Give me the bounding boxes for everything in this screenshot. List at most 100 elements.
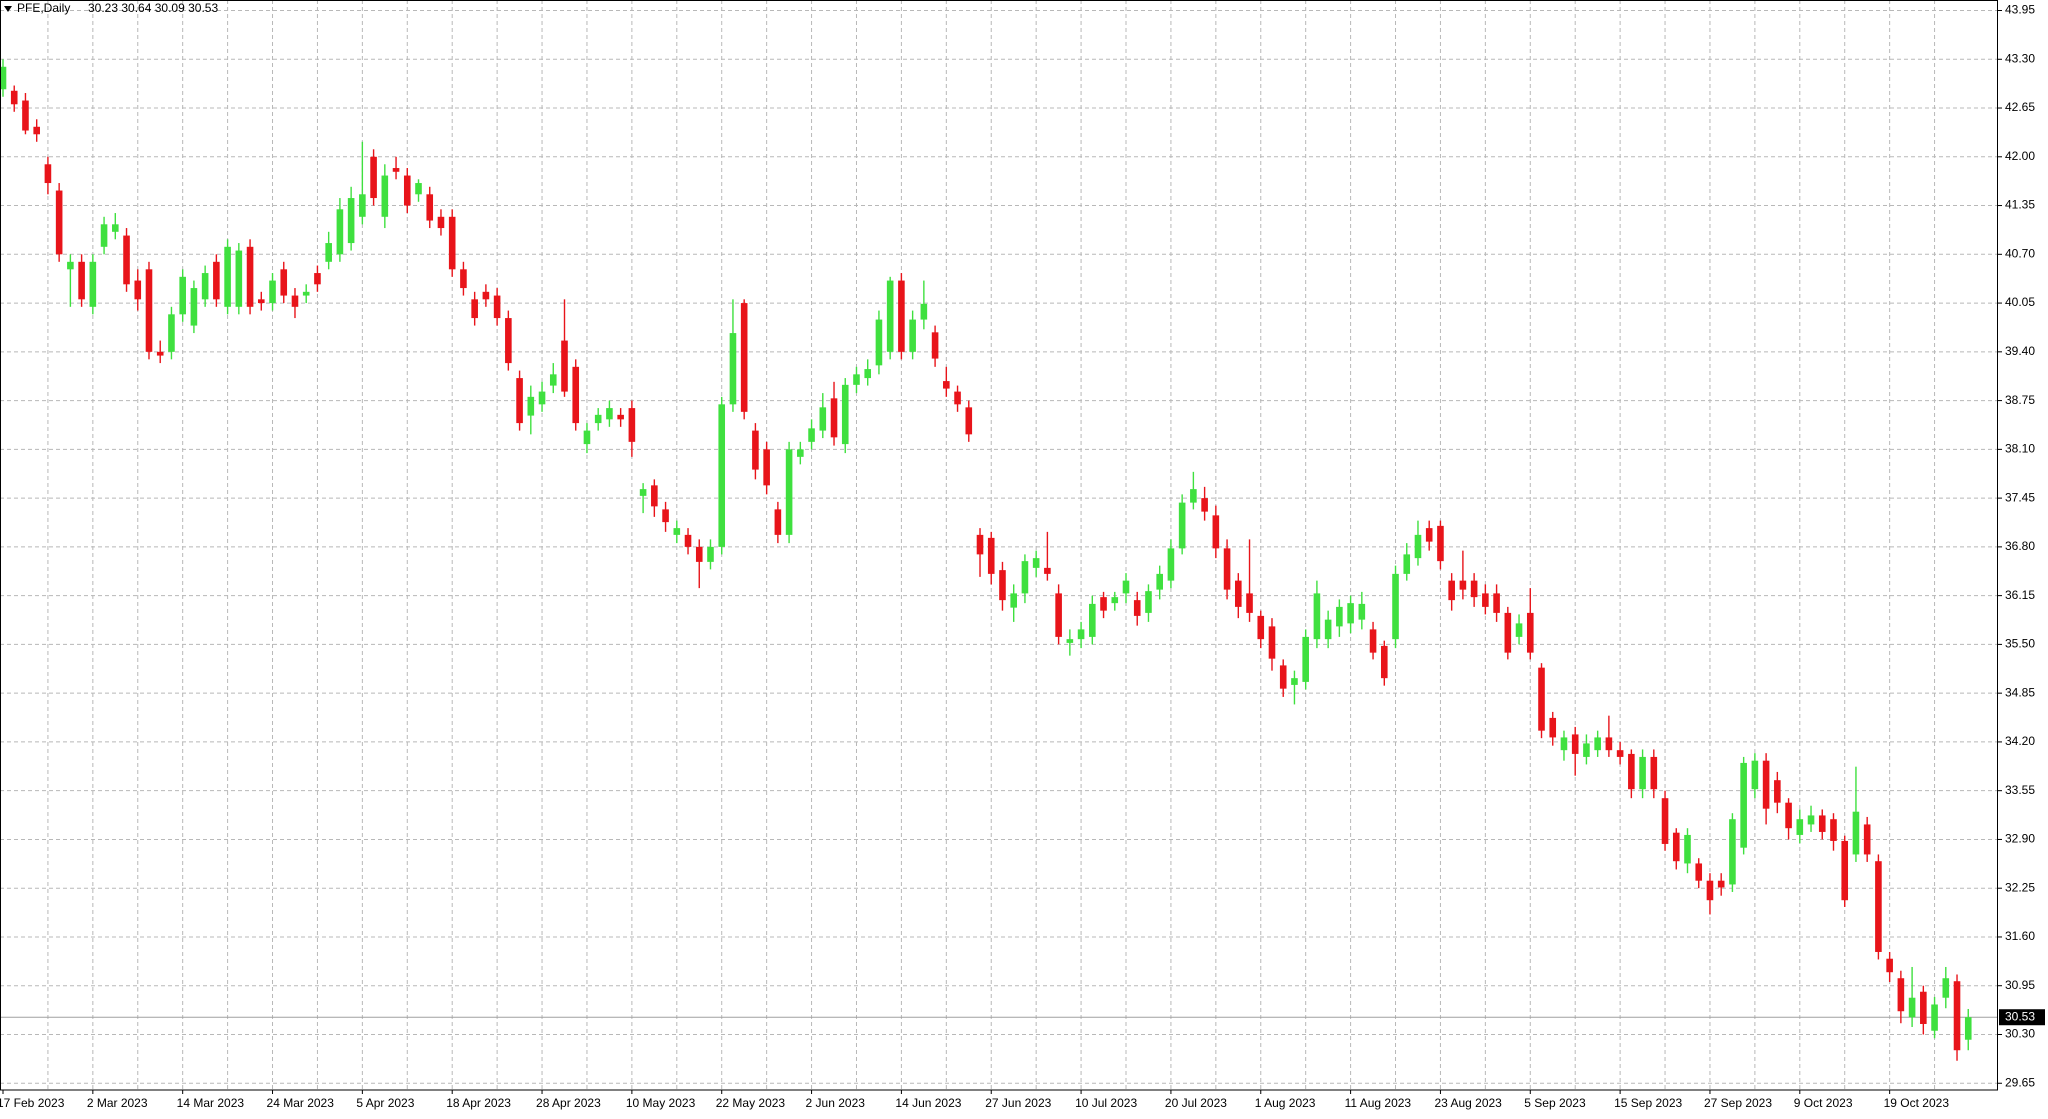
candle-body — [1448, 580, 1455, 601]
candle-body — [55, 190, 63, 255]
candle-body — [415, 183, 422, 195]
candle-body — [1818, 815, 1826, 832]
candle-body — [1650, 756, 1658, 790]
candle-body — [1358, 603, 1366, 620]
candle-body — [179, 276, 186, 315]
y-tick-label: 30.95 — [2005, 978, 2035, 992]
candle-body — [1302, 636, 1309, 682]
candle-body — [684, 534, 692, 547]
candle-body — [999, 570, 1006, 601]
y-tick-label: 42.65 — [2005, 100, 2035, 114]
y-tick-label: 40.70 — [2005, 246, 2035, 260]
candle-body — [752, 430, 759, 470]
candle-body — [864, 369, 872, 379]
candle-body — [1762, 760, 1770, 809]
candle-body — [1100, 597, 1107, 611]
x-tick-label: 28 Apr 2023 — [536, 1096, 601, 1110]
candle-body — [965, 407, 973, 435]
candle-body — [1549, 717, 1557, 738]
menu-icon[interactable] — [4, 6, 12, 12]
candle-body — [134, 280, 142, 300]
candle-body — [1785, 802, 1792, 829]
candle-body — [1021, 561, 1029, 594]
candle-body — [1942, 978, 1950, 998]
candle-body — [875, 319, 883, 366]
candle-body — [1032, 558, 1040, 568]
y-tick-label: 32.25 — [2005, 880, 2035, 894]
candle-body — [853, 374, 860, 385]
x-tick-label: 11 Aug 2023 — [1345, 1096, 1412, 1110]
candle-body — [1380, 645, 1388, 679]
candle-body — [516, 378, 523, 424]
candle-body — [1392, 573, 1399, 640]
candle-body — [1863, 824, 1871, 855]
candle-body — [201, 273, 209, 300]
candle-body — [729, 333, 737, 405]
candle-body — [1459, 580, 1467, 590]
candle-body — [1044, 567, 1051, 574]
candle-body — [1594, 737, 1601, 751]
candle-body — [482, 291, 490, 300]
candle-body — [1875, 861, 1882, 952]
candle-body — [89, 261, 97, 307]
y-tick-label: 38.10 — [2005, 442, 2035, 456]
candle-body — [1538, 667, 1545, 731]
plot-area — [0, 0, 1998, 1090]
candle-body — [1167, 548, 1175, 581]
candle-body — [1852, 811, 1860, 855]
x-tick-label: 20 Jul 2023 — [1165, 1096, 1227, 1110]
candle-body — [1291, 678, 1298, 685]
candle-body — [33, 126, 40, 135]
candle-body — [628, 408, 636, 442]
candle-body — [740, 303, 748, 412]
candle-body — [1077, 629, 1085, 640]
plot-frame — [0, 0, 1998, 1091]
y-tick-label: 39.40 — [2005, 344, 2035, 358]
candle-body — [1470, 580, 1478, 598]
candle-body — [1403, 554, 1411, 574]
candle-body — [1695, 863, 1703, 881]
x-tick-label: 27 Jun 2023 — [985, 1096, 1051, 1110]
candle-body — [1774, 780, 1781, 803]
candle-body — [898, 280, 905, 352]
candle-body — [695, 546, 703, 562]
y-tick-label: 42.00 — [2005, 149, 2035, 163]
candle-body — [920, 303, 928, 320]
candle-body — [1807, 815, 1815, 825]
candle-body — [1897, 978, 1905, 1012]
candle-body — [1111, 597, 1119, 604]
candle-body — [1156, 573, 1163, 590]
candle-body — [1908, 997, 1916, 1018]
x-tick-label: 14 Mar 2023 — [177, 1096, 245, 1110]
candle-body — [280, 269, 288, 296]
x-tick-label: 5 Sep 2023 — [1524, 1096, 1586, 1110]
candle-body — [549, 374, 557, 386]
candle-body — [1089, 603, 1096, 637]
candle-body — [336, 209, 344, 255]
candle-body — [1268, 626, 1276, 659]
x-tick-label: 2 Jun 2023 — [806, 1096, 866, 1110]
ohlc-readout: 30.23 30.64 30.09 30.53 — [88, 1, 218, 15]
candle-body — [594, 414, 602, 424]
candle-body — [987, 537, 995, 574]
candle-body — [1246, 593, 1253, 613]
y-tick-label: 37.45 — [2005, 490, 2035, 504]
x-tick-label: 19 Oct 2023 — [1884, 1096, 1950, 1110]
candle-body — [1560, 737, 1568, 751]
y-tick-label: 36.15 — [2005, 588, 2035, 602]
candle-body — [437, 216, 445, 229]
candle-body — [460, 269, 467, 289]
candle-body — [381, 175, 389, 217]
x-tick-label: 10 Jul 2023 — [1075, 1096, 1137, 1110]
candle-body — [392, 168, 400, 172]
candle-body — [841, 384, 849, 445]
candle-body — [257, 299, 265, 304]
candle-body — [1841, 840, 1849, 901]
y-tick-label: 41.35 — [2005, 198, 2035, 212]
candle-body — [67, 261, 74, 270]
candle-body — [1717, 880, 1725, 888]
candle-body — [673, 528, 681, 535]
candle-body — [493, 295, 501, 319]
candle-body — [763, 449, 770, 486]
candle-body — [1336, 606, 1343, 627]
